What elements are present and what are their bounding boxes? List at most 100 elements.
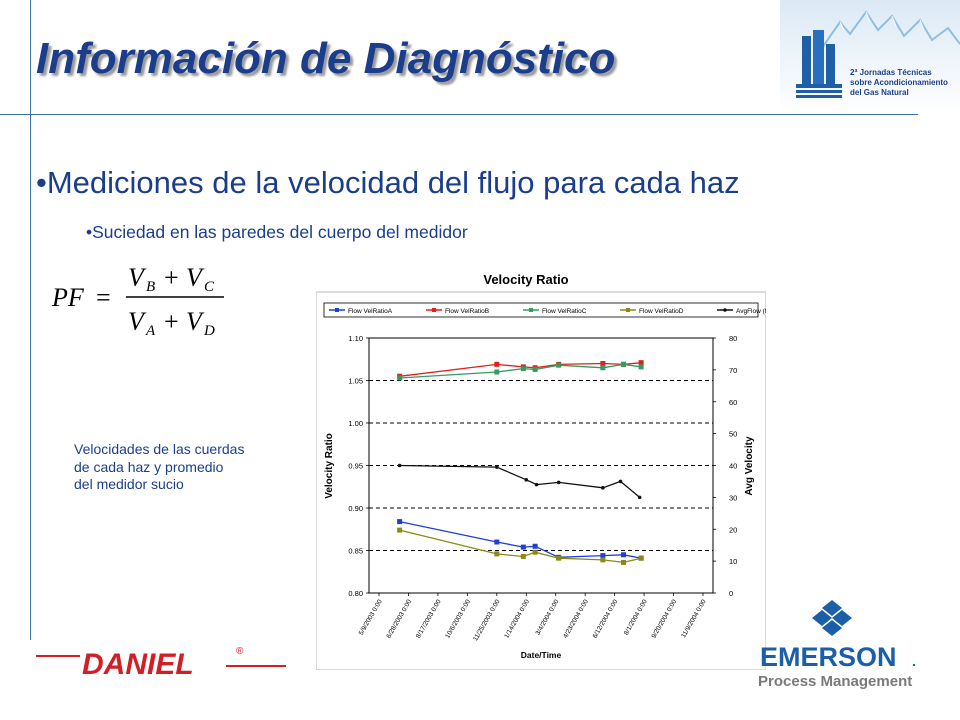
note-line-1: Velocidades de las cuerdas xyxy=(74,441,245,457)
conference-line-2: sobre Acondicionamiento xyxy=(850,78,948,87)
data-point xyxy=(600,553,606,559)
legend-marker xyxy=(432,308,436,312)
tank-shape xyxy=(802,36,811,84)
legend-marker xyxy=(335,308,339,312)
formula-equals: = xyxy=(96,283,111,312)
series-line xyxy=(399,529,642,564)
data-point xyxy=(600,365,606,371)
y-tick-label: 1.05 xyxy=(348,377,363,386)
emerson-logo: EMERSON . Process Management xyxy=(758,600,916,690)
data-point xyxy=(600,557,606,563)
pf-formula: PF = V B + V C V A + V D xyxy=(51,263,224,339)
emerson-trademark: . xyxy=(912,653,916,669)
series-line xyxy=(399,362,642,377)
data-point xyxy=(556,362,562,368)
horizontal-rule xyxy=(0,114,918,115)
y-right-tick-label: 60 xyxy=(729,398,737,407)
data-point xyxy=(494,551,500,557)
daniel-logo: DANIEL ® xyxy=(36,646,286,681)
x-axis-label: Date/Time xyxy=(521,650,562,660)
formula-num-b: V xyxy=(186,263,205,292)
chart-note: Velocidades de las cuerdas de cada haz y… xyxy=(74,441,284,494)
conference-line-3: del Gas Natural xyxy=(850,88,909,97)
data-point xyxy=(638,555,644,561)
data-point xyxy=(397,463,402,468)
data-point xyxy=(637,495,642,500)
data-point xyxy=(495,465,499,469)
slide-title: Información de Diagnóstico xyxy=(36,34,616,83)
velocity-ratio-chart: Velocity Ratio Flow VelRatioA Flow VelRati… xyxy=(316,272,766,670)
emerson-emblem-icon xyxy=(812,600,852,636)
bullet-sub: •Suciedad en las paredes del cuerpo del … xyxy=(86,222,468,242)
conference-line-1: 2ª Jornadas Técnicas xyxy=(850,68,932,77)
data-point xyxy=(397,527,403,533)
chart-title: Velocity Ratio xyxy=(483,272,568,287)
y-right-tick-label: 70 xyxy=(729,366,737,375)
formula-plus-2: + xyxy=(164,307,179,336)
emerson-wordmark: EMERSON xyxy=(760,642,897,672)
series-line xyxy=(399,363,642,379)
y-right-tick-label: 10 xyxy=(729,557,737,566)
formula-lhs: PF xyxy=(51,283,85,312)
conference-logo: 2ª Jornadas Técnicas sobre Acondicionami… xyxy=(780,0,960,113)
legend-marker xyxy=(723,308,727,312)
data-point xyxy=(524,478,529,482)
y-right-tick-label: 30 xyxy=(729,493,737,502)
data-point xyxy=(494,539,500,545)
data-point xyxy=(620,559,626,565)
daniel-wordmark: DANIEL xyxy=(82,648,194,681)
tank-shape xyxy=(813,30,824,84)
legend-label: Flow VelRatioD xyxy=(639,308,684,315)
chart-legend xyxy=(323,302,759,318)
y-axis-label: Velocity Ratio xyxy=(324,433,335,499)
data-point xyxy=(534,482,539,487)
tank-shape xyxy=(826,44,835,84)
plot-area xyxy=(368,337,714,594)
data-point xyxy=(520,366,526,372)
y-tick-label: 0.90 xyxy=(348,504,363,513)
y-right-tick-label: 80 xyxy=(729,334,737,343)
data-point xyxy=(620,361,626,367)
formula-num-b-sub: C xyxy=(204,279,215,295)
registered-mark: ® xyxy=(236,646,244,657)
formula-num-a-sub: B xyxy=(146,279,155,295)
note-line-3: del medidor sucio xyxy=(74,476,184,492)
legend-marker xyxy=(626,308,630,312)
data-point xyxy=(532,543,538,549)
data-point xyxy=(620,552,626,558)
y-tick-label: 0.85 xyxy=(348,547,363,556)
data-point xyxy=(600,361,606,366)
y-right-tick-label: 40 xyxy=(729,462,737,471)
chart-frame xyxy=(316,291,766,670)
data-point xyxy=(397,519,403,525)
data-point xyxy=(494,369,500,375)
formula-den-a: V xyxy=(128,307,147,336)
data-point xyxy=(601,486,605,490)
legend-label: Flow VelRatioC xyxy=(542,308,587,315)
data-point xyxy=(532,366,538,372)
y-right-axis-label: Avg Velocity xyxy=(744,436,755,496)
data-point xyxy=(556,480,561,485)
series-line xyxy=(399,520,642,559)
data-point xyxy=(556,555,562,561)
legend-label: Flow VelRatioB xyxy=(445,308,489,315)
data-point xyxy=(532,549,538,555)
formula-den-b: V xyxy=(186,307,205,336)
note-line-2: de cada haz y promedio xyxy=(74,458,224,475)
formula-den-a-sub: A xyxy=(145,323,156,339)
data-point xyxy=(618,479,623,484)
bullet-main: •Mediciones de la velocidad del flujo pa… xyxy=(36,165,740,200)
data-point xyxy=(397,375,403,381)
y-tick-label: 0.80 xyxy=(348,589,363,598)
formula-plus-1: + xyxy=(164,263,179,292)
y-right-tick-label: 0 xyxy=(729,589,733,598)
data-point xyxy=(494,361,500,367)
y-tick-label: 1.10 xyxy=(348,334,363,343)
y-tick-label: 1.00 xyxy=(348,419,363,428)
data-point xyxy=(520,553,526,559)
emerson-subtitle: Process Management xyxy=(758,673,912,690)
legend-marker xyxy=(529,308,533,312)
data-point xyxy=(638,364,644,370)
data-point xyxy=(520,544,526,550)
y-right-tick-label: 20 xyxy=(729,525,737,534)
